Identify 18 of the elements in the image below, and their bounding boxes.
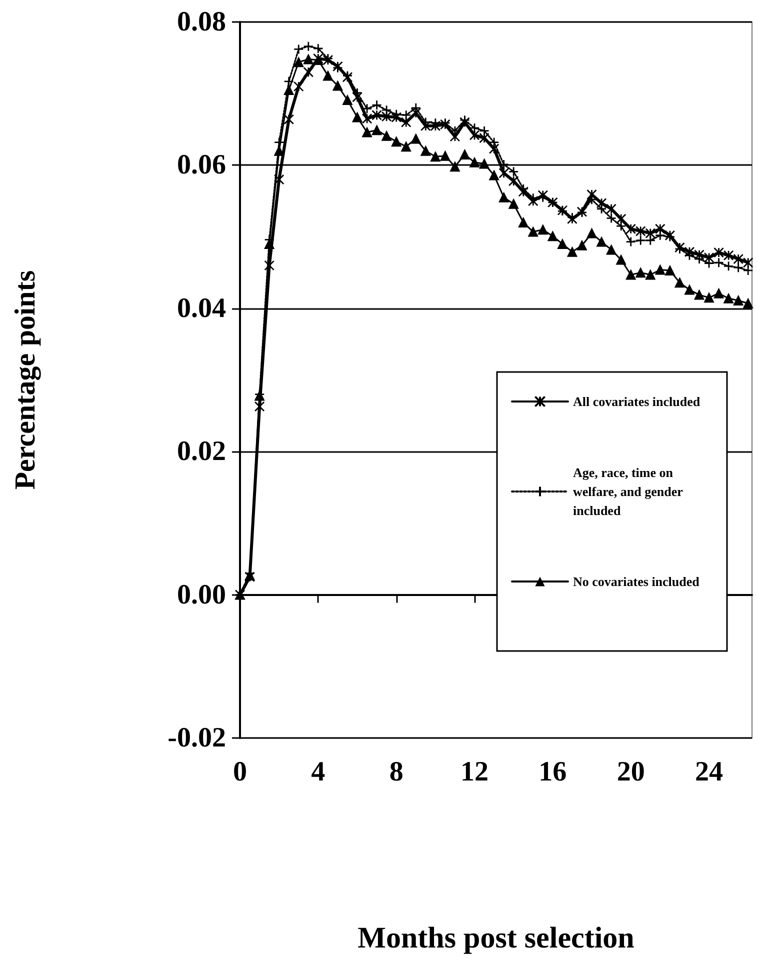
y-tick-label: 0.04	[177, 292, 226, 324]
y-tick-label: 0.00	[177, 579, 226, 610]
y-tick-label: -0.02	[168, 722, 226, 754]
y-tick-label: 0.02	[177, 436, 226, 468]
legend-label: Age, race, time on welfare, and gender included	[573, 465, 686, 518]
x-axis-title: Months post selection	[358, 922, 635, 954]
y-tick-label: 0.06	[177, 150, 226, 181]
x-tick-label: 12	[460, 756, 489, 788]
x-tick-label: 16	[538, 756, 567, 788]
legend-label: No covariates included	[573, 574, 700, 589]
y-axis-title: Percentage points	[10, 270, 42, 490]
x-tick-label: 20	[616, 756, 645, 788]
x-tick-label: 8	[389, 756, 404, 788]
legend-label: All covariates included	[573, 394, 701, 409]
x-tick-label: 0	[233, 756, 247, 788]
x-tick-label: 4	[311, 756, 326, 788]
x-tick-label: 24	[695, 756, 724, 788]
y-tick-label: 0.08	[177, 6, 226, 38]
